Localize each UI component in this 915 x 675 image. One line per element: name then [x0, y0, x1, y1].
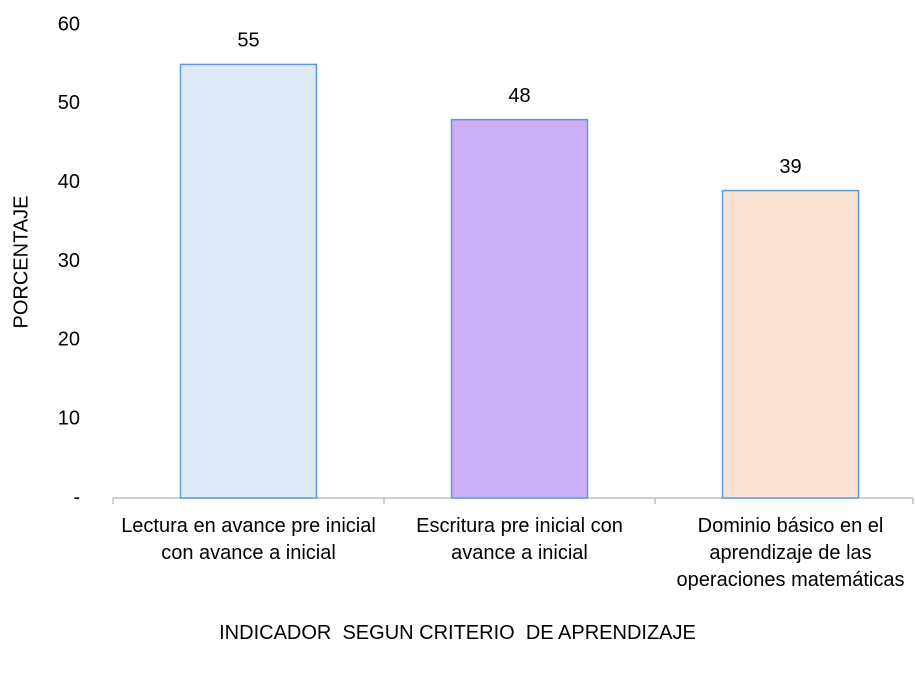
y-tick-label: 10 [58, 407, 80, 429]
bar [721, 189, 860, 499]
y-tick-label: 60 [58, 13, 80, 35]
bar [450, 118, 589, 499]
y-axis-title: PORCENTAJE [10, 196, 32, 329]
y-tick-label: 20 [58, 329, 80, 351]
y-tick-label: - [73, 486, 80, 508]
x-tick-label: Lectura en avance pre inicial con avance… [121, 515, 376, 564]
x-tick-label: Dominio básico en el aprendizaje de las … [676, 515, 905, 591]
value-label: 39 [779, 156, 801, 178]
x-axis-title: INDICADOR SEGUN CRITERIO DE APRENDIZAJE [219, 622, 696, 644]
x-tick-label: Escritura pre inicial con avance a inici… [416, 515, 623, 564]
y-tick-label: 40 [58, 171, 80, 193]
y-tick-label: 50 [58, 92, 80, 114]
bar [179, 63, 318, 499]
y-tick-label: 30 [58, 250, 80, 272]
value-label: 48 [508, 85, 530, 107]
value-label: 55 [237, 30, 259, 52]
